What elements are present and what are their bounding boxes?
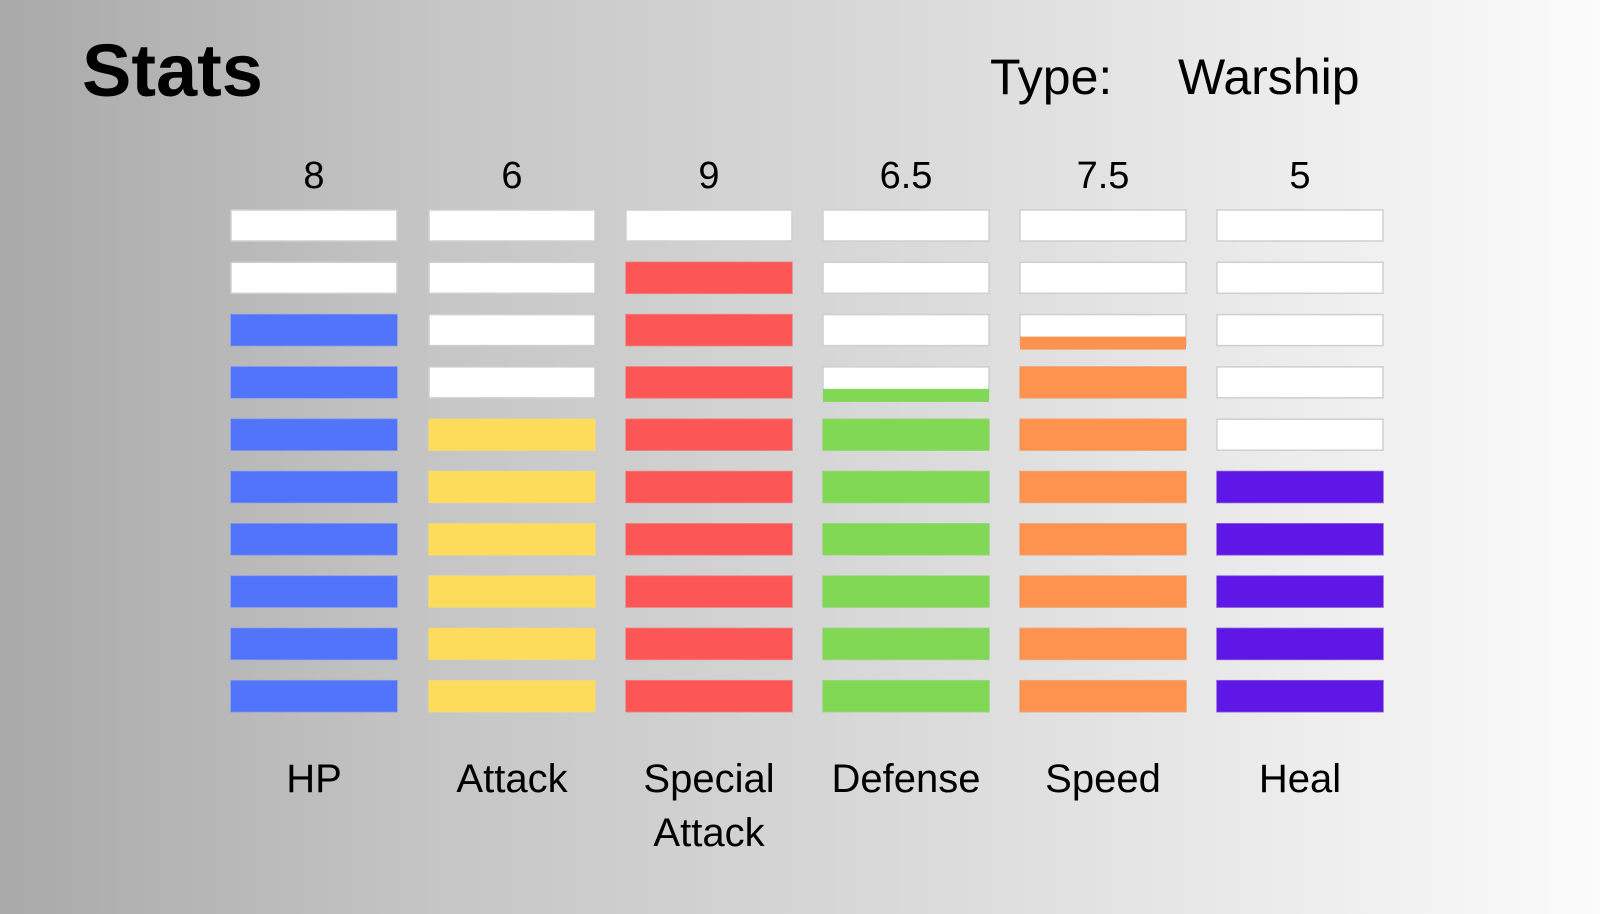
stat-column: 9 Special Attack (625, 155, 793, 855)
page-title: Stats (82, 29, 263, 112)
stat-segment-filled (625, 679, 793, 713)
stat-segment-filled (428, 679, 596, 713)
stat-segment-filled (1019, 627, 1187, 661)
stat-segment-empty (1216, 209, 1384, 242)
stat-segment-filled (822, 470, 990, 504)
stat-column: 5 Heal (1216, 155, 1384, 801)
stat-segment-filled (230, 418, 398, 451)
stat-segment-filled (625, 523, 793, 556)
stat-segment-filled (625, 261, 793, 295)
stat-segment-filled (428, 418, 596, 451)
stat-segment-empty (230, 209, 398, 242)
stat-category-label: Attack (653, 811, 765, 855)
stat-segment-filled (428, 470, 596, 504)
stat-segment-filled (428, 523, 596, 556)
stat-category-label: Defense (832, 757, 981, 801)
stat-segment-filled (428, 627, 596, 661)
stat-segment-filled (1019, 470, 1187, 504)
stat-segment-empty (428, 261, 596, 295)
stat-value-label: 5 (1289, 155, 1310, 197)
stat-category-label: HP (286, 757, 342, 801)
stat-segment-filled (625, 313, 793, 347)
stat-segment-filled (1019, 418, 1187, 451)
stat-segment-filled (1216, 679, 1384, 713)
stat-segment-empty (822, 261, 990, 295)
stat-segment-filled (230, 575, 398, 608)
stat-segment-partial (823, 388, 989, 402)
stat-segment-filled (230, 523, 398, 556)
stat-segment-empty (1019, 209, 1187, 242)
stat-column: 6.5 Defense (822, 155, 990, 801)
stat-column: 8 HP (230, 155, 398, 801)
stat-segment-empty (1216, 261, 1384, 295)
stat-category-label: Heal (1259, 757, 1341, 801)
stat-segment-filled (1019, 575, 1187, 608)
stat-category-label: Special (643, 757, 774, 801)
stat-segment-filled (1216, 627, 1384, 661)
stat-segment-empty (822, 209, 990, 242)
stat-segment-filled (625, 575, 793, 608)
type-value: Warship (1178, 49, 1360, 105)
stat-segment-filled (822, 418, 990, 451)
stat-segment-filled (822, 523, 990, 556)
stat-segment-filled (230, 313, 398, 347)
stat-segment-filled (1216, 575, 1384, 608)
stat-column: 6 Attack (428, 155, 596, 801)
stat-segment-filled (230, 679, 398, 713)
stat-segment-filled (625, 418, 793, 451)
stat-segment-filled (230, 627, 398, 661)
stat-segment-empty (1216, 366, 1384, 399)
stat-segment-filled (822, 679, 990, 713)
stat-segment-filled (822, 575, 990, 608)
stat-segment-empty (625, 209, 793, 242)
stat-segment-filled (1019, 523, 1187, 556)
stat-value-label: 6 (501, 155, 522, 197)
stat-segment-filled (230, 366, 398, 399)
type-label: Type: (990, 49, 1113, 105)
stat-segment-empty (1019, 261, 1187, 295)
stat-value-label: 7.5 (1077, 155, 1130, 197)
stat-column: 7.5 Speed (1019, 155, 1187, 801)
stat-segment-empty (428, 366, 596, 399)
stat-segment-filled (822, 627, 990, 661)
stat-segment-filled (625, 627, 793, 661)
stat-segment-empty (1216, 418, 1384, 451)
stat-value-label: 6.5 (880, 155, 933, 197)
stat-segment-filled (625, 366, 793, 399)
stat-segment-empty (428, 313, 596, 347)
stat-segment-filled (230, 470, 398, 504)
stat-segment-filled (1216, 470, 1384, 504)
stat-category-label: Attack (456, 757, 568, 801)
stat-segment-filled (1216, 523, 1384, 556)
stat-segment-empty (230, 261, 398, 295)
stat-value-label: 9 (698, 155, 719, 197)
stat-segment-empty (1216, 313, 1384, 347)
stat-segment-empty (822, 313, 990, 347)
stat-segment-filled (625, 470, 793, 504)
stat-segment-filled (428, 575, 596, 608)
stat-segment-filled (1019, 366, 1187, 399)
stat-category-label: Speed (1045, 757, 1161, 801)
stat-segment-empty (428, 209, 596, 242)
stat-value-label: 8 (303, 155, 324, 197)
stat-segment-filled (1019, 679, 1187, 713)
stat-segment-partial (1020, 336, 1186, 350)
